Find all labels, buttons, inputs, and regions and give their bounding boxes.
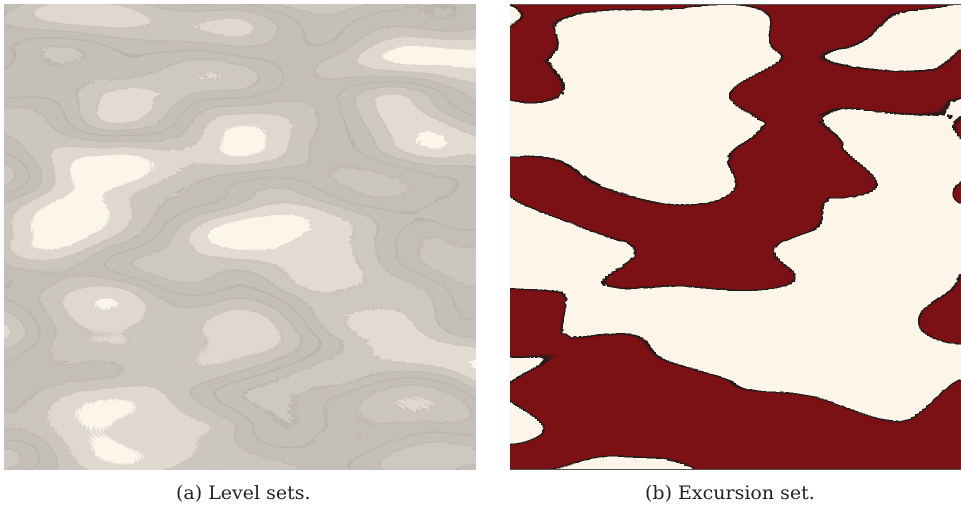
level-sets-field (4, 4, 476, 470)
level-sets-image (4, 4, 476, 470)
caption-level-sets: (a) Level sets. (176, 482, 311, 504)
excursion-set-field (510, 4, 961, 470)
level-sets-panel (4, 4, 476, 470)
excursion-set-image (510, 4, 961, 470)
excursion-set-panel (510, 4, 961, 470)
caption-excursion-set: (b) Excursion set. (645, 482, 815, 504)
